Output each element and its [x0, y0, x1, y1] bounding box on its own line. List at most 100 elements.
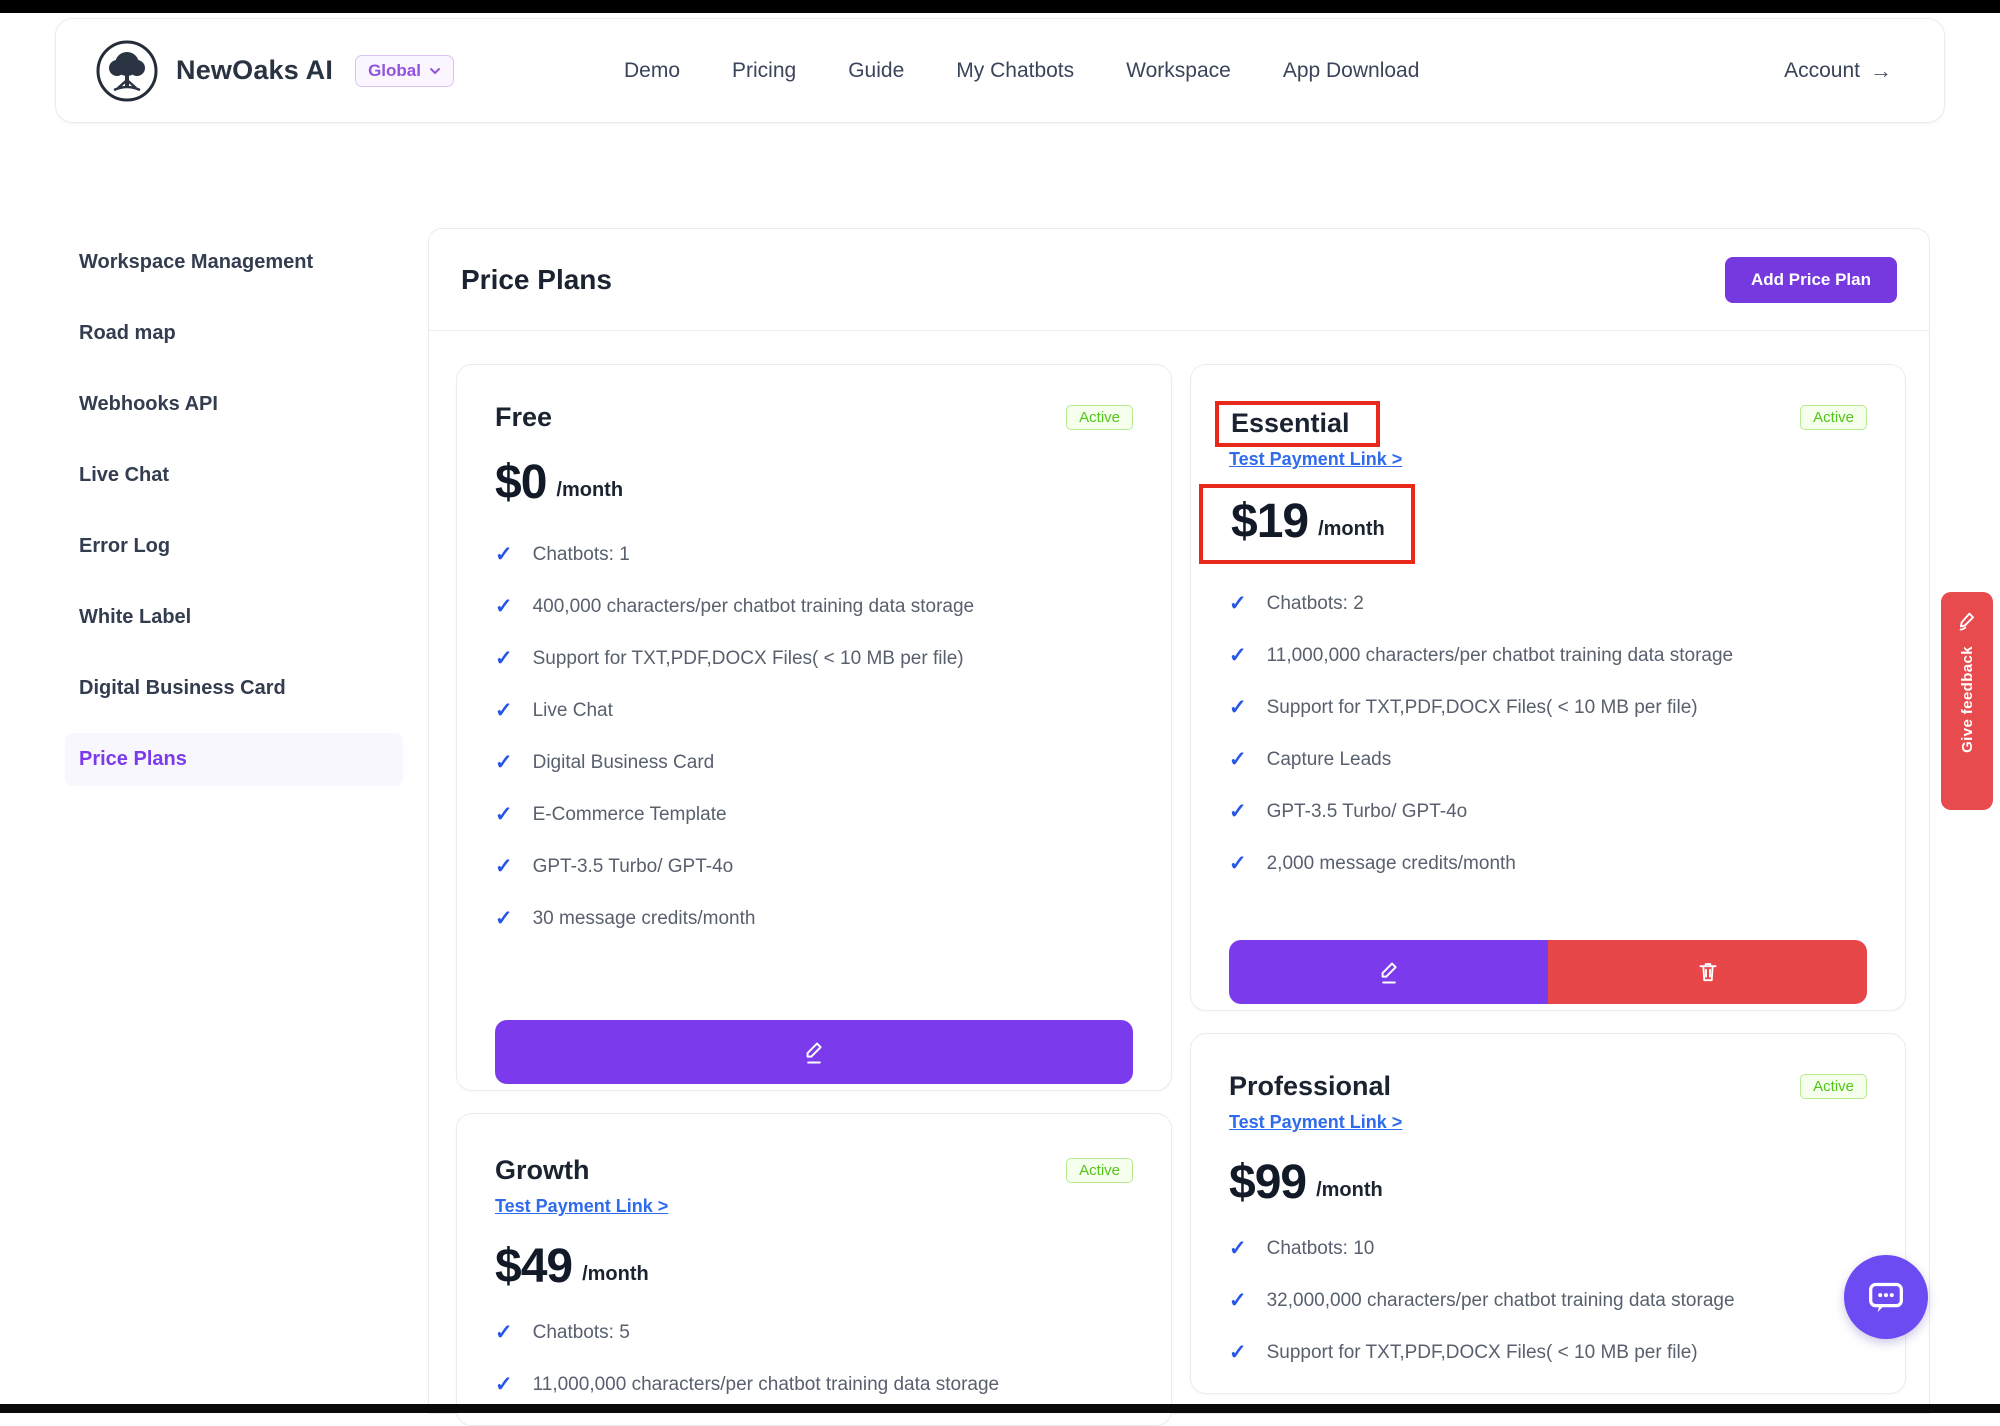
plan-name: Free	[495, 402, 553, 432]
plan-feature-row: ✓ Support for TXT,PDF,DOCX Files( < 10 MB…	[1229, 696, 1867, 720]
plans-column-left: Free Active $0 /month ✓ Chatbots: 1 ✓ 400,0…	[456, 364, 1172, 1426]
add-price-plan-button[interactable]: Add Price Plan	[1725, 256, 1897, 303]
feature-text: E-Commerce Template	[532, 804, 727, 826]
feature-text: Support for TXT,PDF,DOCX Files( < 10 MB …	[1266, 1342, 1698, 1364]
status-badge: Active	[1066, 1158, 1133, 1183]
plan-price: $49 /month	[495, 1240, 649, 1294]
nav-item-pricing[interactable]: Pricing	[732, 58, 797, 82]
check-icon: ✓	[1229, 592, 1247, 616]
check-icon: ✓	[1229, 1289, 1247, 1313]
plan-feature-row: ✓ Support for TXT,PDF,DOCX Files( < 10 MB…	[495, 647, 1133, 671]
test-payment-link[interactable]: Test Payment Link >	[1229, 449, 1403, 470]
sidebar-item-digital-business-card[interactable]: Digital Business Card	[79, 677, 286, 699]
plan-name: Professional	[1229, 1071, 1392, 1101]
plan-feature-row: ✓ 11,000,000 characters/per chatbot train…	[1229, 644, 1867, 668]
nav-item-workspace[interactable]: Workspace	[1126, 58, 1231, 82]
feature-text: 11,000,000 characters/per chatbot traini…	[1266, 645, 1734, 667]
status-badge: Active	[1800, 405, 1867, 430]
feature-text: GPT-3.5 Turbo/ GPT-4o	[1266, 801, 1468, 823]
pencil-icon	[1959, 612, 1974, 631]
nav-item-guide[interactable]: Guide	[848, 58, 905, 82]
delete-plan-button[interactable]	[1548, 940, 1867, 1004]
sidebar: Workspace Management Road map Webhooks A…	[65, 236, 403, 786]
feature-text: Chatbots: 5	[532, 1322, 630, 1344]
trash-icon	[1698, 963, 1717, 982]
plan-feature-list: ✓ Chatbots: 2 ✓ 11,000,000 characters/per c…	[1229, 592, 1867, 904]
sidebar-item-error-log[interactable]: Error Log	[79, 535, 171, 557]
sidebar-item-road-map[interactable]: Road map	[79, 322, 176, 344]
check-icon: ✓	[495, 803, 513, 827]
plan-feature-row: ✓ GPT-3.5 Turbo/ GPT-4o	[1229, 800, 1867, 824]
plan-card-growth: Growth Active Test Payment Link > $49 /m…	[456, 1113, 1172, 1426]
check-icon: ✓	[1229, 852, 1247, 876]
feature-text: Support for TXT,PDF,DOCX Files( < 10 MB …	[532, 648, 964, 670]
sidebar-item-workspace-management[interactable]: Workspace Management	[79, 251, 314, 273]
feature-text: 2,000 message credits/month	[1266, 853, 1516, 875]
account-menu[interactable]: Account →	[1784, 58, 1892, 84]
price-plans-panel: Price Plans Add Price Plan Free Active $…	[428, 228, 1930, 1426]
nav-item-my-chatbots[interactable]: My Chatbots	[956, 58, 1075, 82]
check-icon: ✓	[1229, 800, 1247, 824]
plan-cards-grid: Free Active $0 /month ✓ Chatbots: 1 ✓ 400,0…	[429, 331, 1929, 1426]
plan-feature-row: ✓ 30 message credits/month	[495, 907, 1133, 931]
check-icon: ✓	[1229, 1341, 1247, 1365]
check-icon: ✓	[495, 595, 513, 619]
plan-price: $0 /month	[495, 456, 624, 510]
annotation-box-plan-name: Essential	[1215, 401, 1380, 448]
chevron-down-icon	[429, 67, 440, 74]
feature-text: 400,000 characters/per chatbot training …	[532, 596, 975, 618]
account-label: Account	[1784, 58, 1860, 82]
edit-plan-button[interactable]	[495, 1020, 1133, 1084]
check-icon: ✓	[1229, 696, 1247, 720]
plan-feature-list: ✓ Chatbots: 10 ✓ 32,000,000 characters/per …	[1229, 1237, 1867, 1393]
nav-item-app-download[interactable]: App Download	[1282, 58, 1420, 82]
plan-card-essential: Essential Active Test Payment Link > $19…	[1190, 364, 1906, 1011]
feature-text: Live Chat	[532, 700, 613, 722]
give-feedback-tab[interactable]: Give feedback	[1941, 592, 1993, 810]
check-icon: ✓	[495, 1373, 513, 1397]
check-icon: ✓	[495, 543, 513, 567]
feature-text: Capture Leads	[1266, 749, 1392, 771]
region-label: Global	[368, 60, 421, 80]
edit-plan-button[interactable]	[1229, 940, 1548, 1004]
chat-bubble-icon	[1869, 1282, 1903, 1313]
plans-column-right: Essential Active Test Payment Link > $19…	[1190, 364, 1906, 1395]
plan-feature-row: ✓ Chatbots: 10	[1229, 1237, 1867, 1261]
plan-feature-list: ✓ Chatbots: 1 ✓ 400,000 characters/per chat…	[495, 543, 1133, 959]
check-icon: ✓	[495, 647, 513, 671]
feature-text: 32,000,000 characters/per chatbot traini…	[1266, 1290, 1735, 1312]
plan-feature-row: ✓ GPT-3.5 Turbo/ GPT-4o	[495, 855, 1133, 879]
pencil-icon	[1381, 962, 1397, 984]
test-payment-link[interactable]: Test Payment Link >	[495, 1196, 669, 1217]
sidebar-item-live-chat[interactable]: Live Chat	[79, 464, 170, 486]
plan-name: Essential	[1231, 408, 1350, 438]
status-badge: Active	[1800, 1074, 1867, 1099]
arrow-right-icon: →	[1870, 57, 1892, 83]
plan-name: Growth	[495, 1155, 590, 1185]
sidebar-item-price-plans[interactable]: Price Plans	[65, 733, 403, 786]
sidebar-item-webhooks-api[interactable]: Webhooks API	[79, 393, 218, 415]
plan-feature-list: ✓ Chatbots: 5 ✓ 11,000,000 characters/per c…	[495, 1321, 1133, 1425]
chat-widget-button[interactable]	[1844, 1255, 1928, 1339]
sidebar-item-white-label[interactable]: White Label	[79, 606, 192, 628]
page-title: Price Plans	[461, 263, 612, 295]
newoaks-tree-logo-icon	[94, 38, 160, 104]
top-navbar: NewOaks AI Global Demo Pricing Guide My …	[55, 18, 1945, 123]
plan-feature-row: ✓ Capture Leads	[1229, 748, 1867, 772]
plan-actions	[1229, 940, 1867, 1004]
feature-text: 11,000,000 characters/per chatbot traini…	[532, 1374, 1000, 1396]
plan-feature-row: ✓ Chatbots: 2	[1229, 592, 1867, 616]
plan-feature-row: ✓ E-Commerce Template	[495, 803, 1133, 827]
panel-header: Price Plans Add Price Plan	[429, 229, 1929, 331]
nav-item-demo[interactable]: Demo	[623, 58, 681, 82]
feature-text: 30 message credits/month	[532, 908, 756, 930]
check-icon: ✓	[495, 907, 513, 931]
plan-feature-row: ✓ Digital Business Card	[495, 751, 1133, 775]
status-badge: Active	[1066, 405, 1133, 430]
plan-feature-row: ✓ Support for TXT,PDF,DOCX Files( < 10 MB…	[1229, 1341, 1867, 1365]
feature-text: Support for TXT,PDF,DOCX Files( < 10 MB …	[1266, 697, 1698, 719]
test-payment-link[interactable]: Test Payment Link >	[1229, 1112, 1403, 1133]
plan-price: $99 /month	[1229, 1156, 1383, 1210]
annotation-box-plan-price: $19 /month	[1199, 484, 1415, 565]
region-selector[interactable]: Global	[355, 54, 454, 87]
